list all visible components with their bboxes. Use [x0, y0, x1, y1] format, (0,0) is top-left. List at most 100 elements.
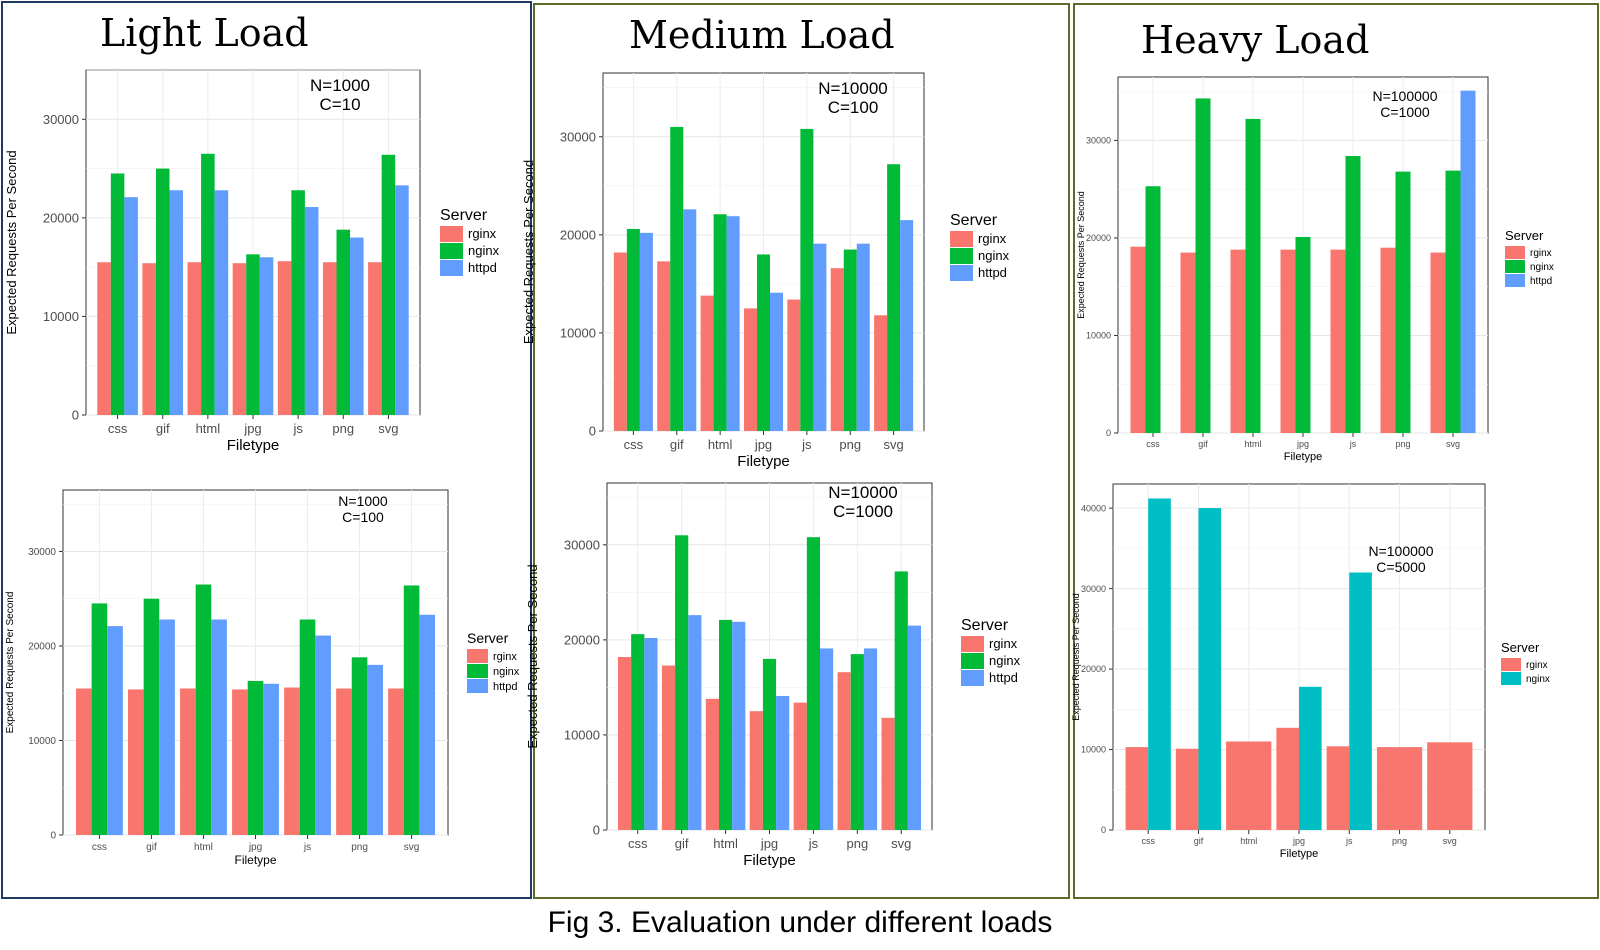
- x-tick-label: js: [801, 437, 812, 452]
- annotation-text: N=100000: [1372, 88, 1437, 104]
- y-tick-label: 30000: [28, 547, 56, 558]
- x-axis-title: Filetype: [743, 852, 796, 869]
- bar-httpd-html: [211, 619, 227, 835]
- legend-key-rginx: [440, 226, 463, 242]
- y-tick-label: 0: [50, 831, 56, 842]
- bar-httpd-svg: [419, 614, 435, 835]
- bar-httpd-jpg: [263, 683, 279, 835]
- x-tick-label: svg: [884, 437, 904, 452]
- bar-httpd-png: [367, 664, 383, 835]
- x-tick-label: js: [808, 836, 819, 851]
- x-tick-label: jpg: [754, 437, 772, 452]
- panel-heavy-load: Heavy Load: [1073, 3, 1599, 899]
- y-tick-label: 0: [1101, 825, 1106, 835]
- bar-httpd-js: [820, 648, 834, 830]
- bar-nginx-js: [1345, 156, 1361, 433]
- legend-key-httpd: [467, 679, 488, 693]
- x-tick-label: svg: [378, 421, 398, 436]
- bar-nginx-css: [626, 228, 640, 431]
- bar-rginx-jpg: [232, 263, 247, 415]
- x-tick-label: svg: [1446, 439, 1460, 449]
- x-tick-label: jpg: [243, 421, 261, 436]
- bar-httpd-js: [315, 635, 331, 835]
- bar-rginx-png: [1376, 747, 1423, 830]
- y-tick-label: 20000: [28, 641, 56, 652]
- bar-nginx-css: [631, 634, 645, 830]
- bar-rginx-js: [793, 702, 807, 830]
- legend-key-rginx: [467, 649, 488, 663]
- x-tick-label: jpg: [248, 842, 262, 853]
- x-tick-label: css: [1146, 439, 1160, 449]
- light-load-chart-c100: 0 10000 20000 30000 css gif html jpg js png svg Fil…: [5, 489, 520, 867]
- bar-nginx-svg: [887, 164, 901, 431]
- legend-title: Server: [1501, 640, 1540, 655]
- x-tick-label: svg: [1443, 836, 1457, 846]
- y-tick-label: 10000: [43, 309, 79, 324]
- y-tick-label: 10000: [564, 727, 600, 742]
- x-tick-label: svg: [404, 842, 420, 853]
- bar-rginx-svg: [1427, 742, 1473, 830]
- x-axis-title: Filetype: [227, 437, 280, 454]
- bar-nginx-svg: [403, 585, 420, 835]
- bar-httpd-svg: [900, 220, 914, 431]
- x-tick-label: jpg: [1296, 439, 1309, 449]
- bar-nginx-gif: [1198, 508, 1222, 830]
- y-axis-title: Expected Requests Per Second: [4, 150, 19, 334]
- bar-rginx-jpg: [1280, 249, 1296, 433]
- y-tick-label: 30000: [1086, 136, 1111, 146]
- legend-key-rginx: [1501, 658, 1521, 671]
- bar-nginx-gif: [155, 168, 170, 415]
- annotation-text: C=1000: [833, 502, 893, 521]
- bar-rginx-png: [1380, 247, 1396, 433]
- bar-rginx-svg: [1430, 252, 1446, 433]
- legend-label: httpd: [978, 265, 1007, 280]
- x-tick-label: js: [303, 842, 311, 853]
- legend-title: Server: [440, 207, 488, 224]
- y-axis-title: Expected Requests Per Second: [1071, 593, 1081, 721]
- bar-nginx-css: [1145, 186, 1161, 433]
- bar-nginx-png: [351, 657, 368, 835]
- annotation-text: N=10000: [828, 483, 897, 502]
- bar-httpd-gif: [159, 619, 175, 835]
- y-tick-label: 20000: [43, 210, 79, 225]
- bar-nginx-png: [336, 229, 351, 415]
- bar-httpd-gif: [683, 209, 697, 431]
- bar-rginx-png: [830, 268, 844, 431]
- annotation-text: N=1000: [338, 493, 388, 509]
- legend-label: httpd: [1530, 276, 1552, 287]
- bar-httpd-html: [732, 621, 746, 830]
- bar-rginx-js: [787, 299, 801, 431]
- bar-rginx-jpg: [749, 711, 763, 830]
- bar-nginx-js: [806, 537, 821, 830]
- bar-nginx-html: [201, 153, 215, 415]
- bar-rginx-js: [277, 261, 292, 415]
- bar-nginx-js: [299, 619, 316, 835]
- bar-httpd-gif: [169, 190, 184, 415]
- bar-nginx-gif: [1195, 98, 1211, 434]
- bar-rginx-gif: [128, 689, 144, 835]
- annotation-text: C=1000: [1380, 104, 1430, 120]
- medium-load-chart-c1000: 0 10000 20000 30000 css gif html jpg js png svg Fil…: [525, 482, 1021, 869]
- bar-nginx-gif: [143, 598, 160, 835]
- bar-rginx-js: [1330, 249, 1346, 433]
- bar-rginx-js: [1326, 746, 1350, 830]
- y-tick-label: 10000: [1081, 745, 1106, 755]
- x-tick-label: png: [839, 437, 861, 452]
- legend-key-nginx: [440, 243, 463, 259]
- y-tick-label: 30000: [564, 537, 600, 552]
- legend-key-rginx: [1505, 246, 1525, 259]
- bar-httpd-svg: [395, 185, 409, 415]
- legend-label: rginx: [989, 636, 1018, 651]
- bar-rginx-html: [705, 698, 719, 830]
- bar-rginx-css: [76, 688, 92, 835]
- x-tick-label: html: [194, 842, 213, 853]
- legend-title: Server: [467, 630, 509, 646]
- bar-httpd-svg: [1460, 90, 1476, 434]
- bar-rginx-css: [617, 656, 632, 830]
- bar-rginx-gif: [1175, 748, 1199, 830]
- bar-httpd-png: [863, 648, 878, 830]
- bar-nginx-png: [850, 654, 864, 830]
- x-tick-label: gif: [675, 836, 689, 851]
- bar-rginx-gif: [657, 261, 671, 431]
- x-tick-label: css: [628, 836, 648, 851]
